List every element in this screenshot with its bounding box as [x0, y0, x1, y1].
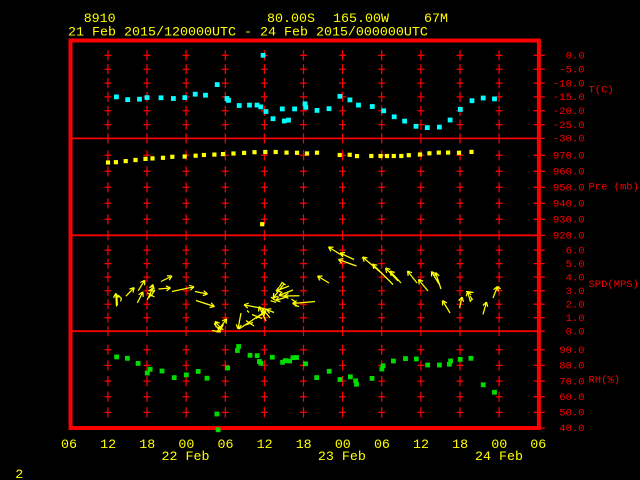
svg-text:-5.0: -5.0 [559, 64, 584, 76]
svg-text:06: 06 [530, 438, 546, 453]
svg-text:18: 18 [296, 438, 312, 453]
svg-text:2: 2 [15, 468, 23, 480]
svg-text:940.0: 940.0 [553, 199, 585, 211]
svg-text:8910: 8910 [84, 12, 116, 27]
svg-text:-15.0: -15.0 [553, 92, 585, 104]
svg-text:RH(%): RH(%) [589, 375, 621, 387]
svg-text:12: 12 [257, 438, 273, 453]
svg-text:70.0: 70.0 [559, 376, 584, 388]
svg-text:165.00W: 165.00W [333, 12, 389, 27]
svg-text:5.0: 5.0 [566, 259, 585, 271]
svg-text:6.0: 6.0 [566, 245, 585, 257]
svg-text:0.0: 0.0 [566, 326, 585, 338]
svg-text:3.0: 3.0 [566, 286, 585, 298]
svg-text:-30.0: -30.0 [553, 134, 585, 146]
svg-text:12: 12 [100, 438, 116, 453]
svg-text:920.0: 920.0 [553, 231, 585, 243]
svg-text:90.0: 90.0 [559, 345, 584, 357]
svg-text:Pre (mb): Pre (mb) [589, 182, 639, 194]
svg-text:60.0: 60.0 [559, 392, 584, 404]
svg-text:0.0: 0.0 [566, 51, 585, 63]
svg-text:06: 06 [374, 438, 390, 453]
svg-text:18: 18 [139, 438, 155, 453]
svg-text:06: 06 [217, 438, 233, 453]
svg-text:950.0: 950.0 [553, 183, 585, 195]
svg-text:SPD(MPS): SPD(MPS) [589, 279, 639, 291]
svg-text:970.0: 970.0 [553, 151, 585, 163]
svg-text:18: 18 [452, 438, 468, 453]
svg-text:-20.0: -20.0 [553, 106, 585, 118]
svg-text:1.0: 1.0 [566, 313, 585, 325]
svg-text:50.0: 50.0 [559, 408, 584, 420]
svg-text:80.0: 80.0 [559, 361, 584, 373]
svg-text:00: 00 [335, 438, 351, 453]
svg-text:67M: 67M [424, 12, 448, 27]
svg-text:4.0: 4.0 [566, 272, 585, 284]
svg-text:23 Feb: 23 Feb [318, 450, 366, 465]
svg-text:930.0: 930.0 [553, 215, 585, 227]
svg-text:2.0: 2.0 [566, 299, 585, 311]
svg-text:12: 12 [413, 438, 429, 453]
svg-text:960.0: 960.0 [553, 167, 585, 179]
svg-text:24 Feb: 24 Feb [475, 450, 523, 465]
svg-text:40.0: 40.0 [559, 423, 584, 435]
svg-text:T(C): T(C) [589, 85, 614, 97]
svg-text:22 Feb: 22 Feb [162, 450, 210, 465]
svg-text:-10.0: -10.0 [553, 78, 585, 90]
svg-text:06: 06 [61, 438, 77, 453]
svg-text:-25.0: -25.0 [553, 120, 585, 132]
svg-text:00: 00 [491, 438, 507, 453]
svg-text:00: 00 [178, 438, 194, 453]
svg-text:21 Feb 2015/120000UTC - 24 Feb: 21 Feb 2015/120000UTC - 24 Feb 2015/0000… [68, 26, 428, 41]
svg-text:80.00S: 80.00S [267, 12, 315, 27]
